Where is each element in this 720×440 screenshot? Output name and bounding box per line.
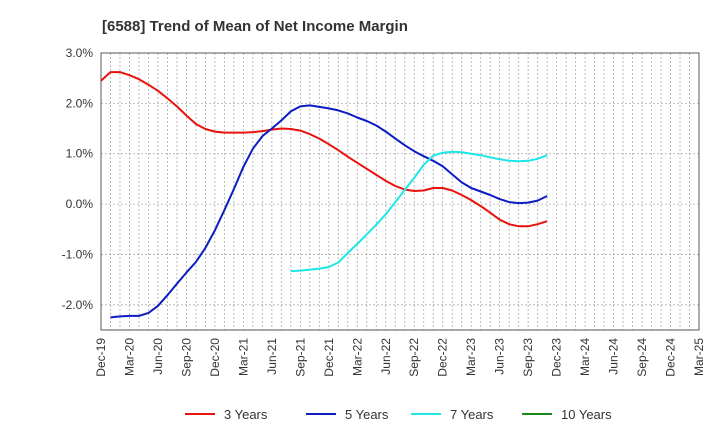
- series-line-3-years: [100, 71, 548, 228]
- legend: 3 Years 5 Years 7 Years 10 Years: [185, 407, 612, 422]
- legend-label: 10 Years: [561, 407, 612, 422]
- x-tick-label: Jun-20: [151, 338, 165, 375]
- legend-label: 3 Years: [224, 407, 268, 422]
- y-tick-label: 2.0%: [66, 96, 94, 110]
- y-tick-label: -1.0%: [62, 247, 94, 261]
- grid: [100, 52, 700, 330]
- x-tick-label: Jun-22: [379, 338, 393, 375]
- y-axis: 3.0% 2.0% 1.0% 0.0% -1.0% -2.0%: [62, 46, 94, 312]
- series-line-7-years: [290, 150, 548, 273]
- x-tick-label: Sep-22: [407, 338, 421, 377]
- x-tick-label: Dec-19: [94, 338, 108, 377]
- x-tick-label: Mar-24: [578, 338, 592, 376]
- x-tick-label: Mar-23: [464, 338, 478, 376]
- x-tick-label: Mar-22: [350, 338, 364, 376]
- series-line-5-years: [110, 104, 548, 319]
- x-tick-label: Jun-23: [493, 338, 507, 375]
- x-tick-label: Dec-20: [208, 338, 222, 377]
- x-tick-label: Sep-20: [179, 338, 193, 377]
- x-tick-label: Mar-25: [692, 338, 706, 376]
- x-tick-label: Jun-21: [265, 338, 279, 375]
- y-tick-label: 0.0%: [66, 197, 94, 211]
- x-tick-label: Dec-22: [436, 338, 450, 377]
- legend-label: 7 Years: [450, 407, 494, 422]
- plot-area: [100, 52, 700, 331]
- x-tick-label: Sep-24: [635, 338, 649, 377]
- x-tick-label: Mar-21: [236, 338, 250, 376]
- legend-label: 5 Years: [345, 407, 389, 422]
- x-tick-label: Dec-23: [550, 338, 564, 377]
- x-tick-label: Sep-21: [293, 338, 307, 377]
- y-tick-label: 3.0%: [66, 46, 94, 60]
- chart-title: [6588] Trend of Mean of Net Income Margi…: [102, 18, 408, 35]
- y-tick-label: -2.0%: [62, 298, 94, 312]
- x-tick-label: Dec-24: [664, 338, 678, 377]
- x-tick-label: Jun-24: [607, 338, 621, 375]
- x-tick-label: Sep-23: [521, 338, 535, 377]
- y-tick-label: 1.0%: [66, 147, 94, 161]
- x-tick-label: Dec-21: [322, 338, 336, 377]
- x-axis: Dec-19 Mar-20 Jun-20 Sep-20 Dec-20 Mar-21 Jun-…: [94, 338, 706, 377]
- series-group: [100, 71, 548, 319]
- x-tick-label: Mar-20: [122, 338, 136, 376]
